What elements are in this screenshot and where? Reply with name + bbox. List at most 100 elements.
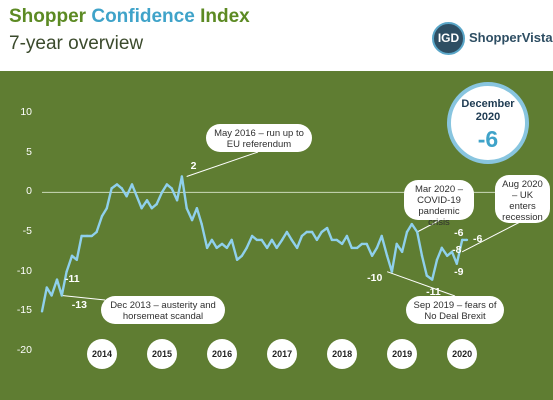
year-label: 2019: [387, 339, 418, 369]
data-point: [175, 199, 179, 202]
data-point: [200, 222, 203, 226]
data-point: [315, 238, 319, 242]
data-point: [310, 230, 314, 234]
data-point: [120, 187, 124, 190]
data-point: [355, 246, 359, 250]
data-point: [405, 230, 409, 234]
data-point: [130, 183, 134, 186]
data-point: [225, 246, 229, 250]
data-point: [250, 234, 254, 238]
data-point: [90, 234, 94, 238]
y-tick-label: 10: [20, 106, 32, 118]
point-label: 2: [190, 160, 197, 173]
data-point: [420, 254, 424, 257]
y-tick-label: -5: [22, 225, 32, 237]
data-point: [195, 207, 199, 210]
data-point: [455, 262, 458, 265]
data-point: [110, 187, 113, 190]
annotation-sep-2019: Sep 2019 – fears of No Deal Brexit: [406, 296, 504, 324]
data-point: [80, 234, 83, 238]
data-point: [240, 254, 244, 257]
point-label: -6: [472, 232, 483, 245]
data-point: [440, 246, 443, 250]
annotation-connector-0: [61, 294, 106, 301]
annotation-dec-2013: Dec 2013 – austerity and horsemeat scand…: [101, 296, 225, 324]
year-label: 2018: [327, 339, 358, 369]
data-point: [155, 203, 158, 206]
data-point: [390, 270, 394, 273]
data-point: [335, 238, 338, 242]
data-point: [375, 246, 379, 250]
data-point: [70, 254, 74, 257]
data-point: [255, 238, 259, 242]
annotation-connector-2: [416, 219, 441, 233]
point-label: -13: [71, 299, 87, 312]
point-label: -10: [367, 271, 383, 284]
point-label: -9: [454, 265, 464, 278]
data-point: [100, 214, 104, 218]
annotation-connector-3: [386, 271, 456, 297]
data-point: [230, 238, 233, 242]
y-tick-label: -15: [16, 304, 32, 317]
data-point: [460, 238, 464, 242]
data-point: [180, 175, 184, 178]
data-point: [400, 250, 404, 254]
data-point: [140, 207, 143, 210]
data-point: [430, 278, 434, 281]
data-point: [275, 246, 278, 250]
data-point: [345, 234, 349, 238]
data-point: [370, 254, 374, 257]
year-label: 2015: [147, 339, 178, 369]
point-label: -8: [452, 243, 462, 256]
data-point: [450, 250, 454, 254]
y-tick-label: 5: [26, 145, 32, 158]
data-point: [190, 218, 194, 222]
data-point: [380, 234, 383, 238]
data-point: [205, 246, 209, 250]
logo-text: ShopperVista: [469, 30, 553, 45]
data-point: [330, 238, 334, 242]
badge-title: December 2020: [461, 98, 515, 123]
data-point: [445, 254, 449, 257]
annotation-connector-1: [186, 151, 259, 177]
data-point: [145, 199, 149, 202]
data-point: [350, 246, 353, 250]
data-point: [55, 278, 59, 281]
data-point: [95, 230, 98, 234]
data-point: [325, 226, 329, 230]
igd-logo: IGD ShopperVista: [432, 20, 553, 58]
data-point: [85, 234, 89, 238]
annotation-connector-4: [461, 221, 521, 253]
data-point: [40, 310, 44, 313]
y-tick-label: -20: [16, 344, 32, 356]
data-point: [415, 230, 419, 234]
data-point: [220, 242, 224, 246]
data-point: [320, 230, 323, 234]
data-point: [170, 187, 173, 190]
y-tick-label: 0: [26, 185, 32, 198]
data-point: [135, 195, 139, 198]
data-point: [60, 294, 64, 297]
year-label: 2017: [267, 339, 298, 369]
annotation-may-2016: May 2016 – run up to EU referendum: [206, 124, 312, 152]
data-point: [125, 195, 128, 198]
december-2020-badge: December 2020 -6: [447, 82, 529, 164]
badge-value: -6: [477, 126, 499, 152]
page-title: Shopper Confidence Index: [9, 6, 250, 28]
data-point: [360, 242, 364, 246]
page-subtitle: 7-year overview: [9, 33, 144, 54]
data-point: [65, 270, 68, 273]
data-point: [290, 238, 293, 242]
data-point: [105, 207, 109, 210]
data-point: [280, 238, 284, 242]
data-point: [410, 222, 413, 226]
year-label: 2014: [87, 339, 118, 369]
data-point: [425, 274, 428, 277]
data-point: [215, 246, 218, 250]
data-point: [75, 258, 79, 261]
data-point: [365, 242, 368, 246]
data-point: [295, 246, 299, 250]
data-point: [395, 242, 398, 246]
data-point: [150, 207, 154, 210]
